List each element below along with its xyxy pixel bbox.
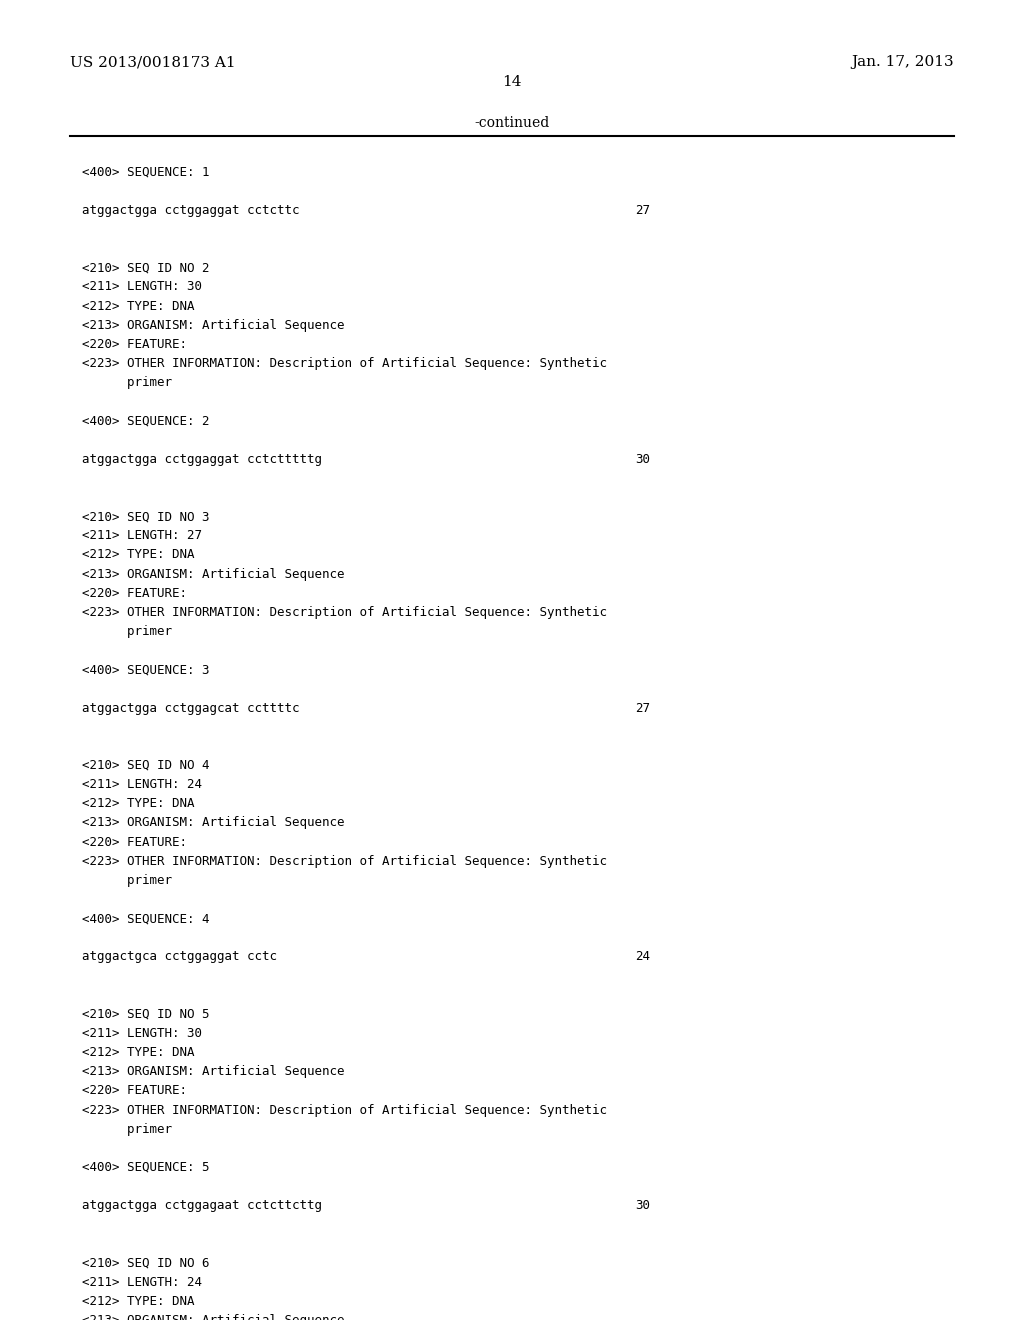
Text: atggactgga cctggagaat cctcttcttg: atggactgga cctggagaat cctcttcttg <box>82 1199 322 1212</box>
Text: <212> TYPE: DNA: <212> TYPE: DNA <box>82 548 195 561</box>
Text: <400> SEQUENCE: 1: <400> SEQUENCE: 1 <box>82 165 210 178</box>
Text: <223> OTHER INFORMATION: Description of Artificial Sequence: Synthetic: <223> OTHER INFORMATION: Description of … <box>82 1104 607 1117</box>
Text: <213> ORGANISM: Artificial Sequence: <213> ORGANISM: Artificial Sequence <box>82 1065 344 1078</box>
Text: atggactgga cctggaggat cctcttc: atggactgga cctggaggat cctcttc <box>82 203 299 216</box>
Text: <210> SEQ ID NO 6: <210> SEQ ID NO 6 <box>82 1257 210 1270</box>
Text: <400> SEQUENCE: 3: <400> SEQUENCE: 3 <box>82 663 210 676</box>
Text: primer: primer <box>82 624 172 638</box>
Text: <210> SEQ ID NO 3: <210> SEQ ID NO 3 <box>82 510 210 523</box>
Text: 30: 30 <box>635 453 650 466</box>
Text: 27: 27 <box>635 701 650 714</box>
Text: US 2013/0018173 A1: US 2013/0018173 A1 <box>70 55 236 70</box>
Text: <213> ORGANISM: Artificial Sequence: <213> ORGANISM: Artificial Sequence <box>82 568 344 581</box>
Text: <220> FEATURE:: <220> FEATURE: <box>82 586 187 599</box>
Text: <210> SEQ ID NO 2: <210> SEQ ID NO 2 <box>82 261 210 275</box>
Text: primer: primer <box>82 874 172 887</box>
Text: <212> TYPE: DNA: <212> TYPE: DNA <box>82 1045 195 1059</box>
Text: atggactgga cctggagcat ccttttc: atggactgga cctggagcat ccttttc <box>82 701 299 714</box>
Text: <211> LENGTH: 24: <211> LENGTH: 24 <box>82 777 202 791</box>
Text: atggactgca cctggaggat cctc: atggactgca cctggaggat cctc <box>82 950 276 964</box>
Text: <223> OTHER INFORMATION: Description of Artificial Sequence: Synthetic: <223> OTHER INFORMATION: Description of … <box>82 606 607 619</box>
Text: <211> LENGTH: 30: <211> LENGTH: 30 <box>82 280 202 293</box>
Text: <400> SEQUENCE: 5: <400> SEQUENCE: 5 <box>82 1160 210 1173</box>
Text: <220> FEATURE:: <220> FEATURE: <box>82 338 187 351</box>
Text: <212> TYPE: DNA: <212> TYPE: DNA <box>82 797 195 810</box>
Text: 14: 14 <box>502 75 522 90</box>
Text: <210> SEQ ID NO 4: <210> SEQ ID NO 4 <box>82 759 210 772</box>
Text: <213> ORGANISM: Artificial Sequence: <213> ORGANISM: Artificial Sequence <box>82 1313 344 1320</box>
Text: 30: 30 <box>635 1199 650 1212</box>
Text: <220> FEATURE:: <220> FEATURE: <box>82 836 187 849</box>
Text: <220> FEATURE:: <220> FEATURE: <box>82 1084 187 1097</box>
Text: <212> TYPE: DNA: <212> TYPE: DNA <box>82 1295 195 1308</box>
Text: -continued: -continued <box>474 116 550 131</box>
Text: <400> SEQUENCE: 4: <400> SEQUENCE: 4 <box>82 912 210 925</box>
Text: <223> OTHER INFORMATION: Description of Artificial Sequence: Synthetic: <223> OTHER INFORMATION: Description of … <box>82 854 607 867</box>
Text: <213> ORGANISM: Artificial Sequence: <213> ORGANISM: Artificial Sequence <box>82 816 344 829</box>
Text: primer: primer <box>82 376 172 389</box>
Text: <211> LENGTH: 27: <211> LENGTH: 27 <box>82 529 202 543</box>
Text: <223> OTHER INFORMATION: Description of Artificial Sequence: Synthetic: <223> OTHER INFORMATION: Description of … <box>82 356 607 370</box>
Text: <212> TYPE: DNA: <212> TYPE: DNA <box>82 300 195 313</box>
Text: <210> SEQ ID NO 5: <210> SEQ ID NO 5 <box>82 1007 210 1020</box>
Text: atggactgga cctggaggat cctctttttg: atggactgga cctggaggat cctctttttg <box>82 453 322 466</box>
Text: <211> LENGTH: 24: <211> LENGTH: 24 <box>82 1275 202 1288</box>
Text: Jan. 17, 2013: Jan. 17, 2013 <box>852 55 954 70</box>
Text: <400> SEQUENCE: 2: <400> SEQUENCE: 2 <box>82 414 210 428</box>
Text: 27: 27 <box>635 203 650 216</box>
Text: <213> ORGANISM: Artificial Sequence: <213> ORGANISM: Artificial Sequence <box>82 318 344 331</box>
Text: 24: 24 <box>635 950 650 964</box>
Text: <211> LENGTH: 30: <211> LENGTH: 30 <box>82 1027 202 1040</box>
Text: primer: primer <box>82 1122 172 1135</box>
